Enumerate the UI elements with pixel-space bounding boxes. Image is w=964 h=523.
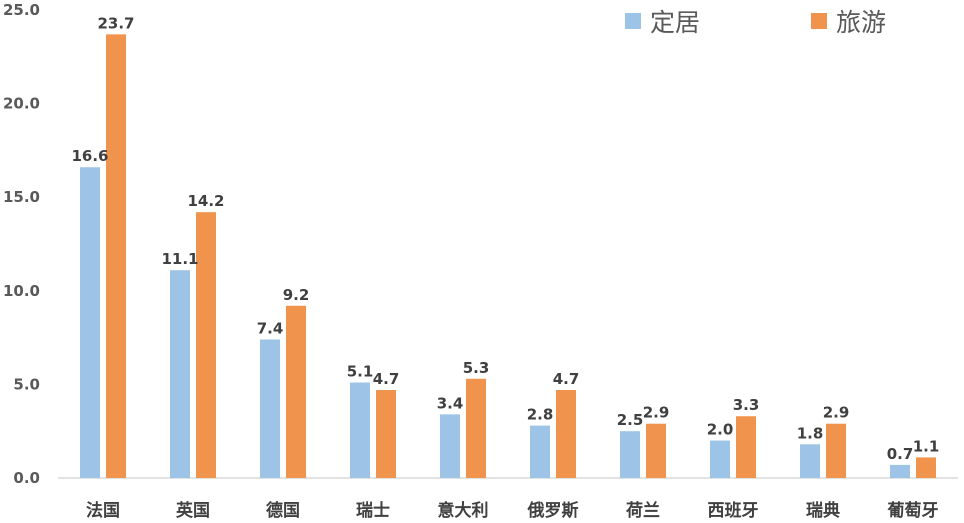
data-labels: 16.623.711.114.27.49.25.1 4.73.45.32.84.7…	[71, 14, 939, 463]
data-label: 2.8	[527, 406, 554, 424]
data-label: 3.4	[437, 394, 464, 412]
data-label: 14.2	[187, 192, 224, 210]
y-tick-label: 20.0	[3, 95, 40, 113]
x-tick-label: 瑞士	[356, 500, 390, 521]
data-label: 3.3	[733, 396, 760, 414]
x-axis-categories: 法国 英国 德国 瑞士 意大利 俄罗斯 荷兰 西班牙 瑞典 葡萄牙	[86, 500, 939, 521]
bar-settle	[800, 444, 820, 478]
data-label: 4.7	[373, 370, 400, 388]
bar-settle	[620, 431, 640, 478]
bar-travel	[556, 390, 576, 478]
legend-label-travel: 旅游	[836, 8, 886, 37]
data-label: 9.2	[283, 286, 310, 304]
bar-travel	[106, 34, 126, 478]
bar-travel	[196, 212, 216, 478]
bars	[80, 34, 936, 479]
data-label: 2.5	[617, 411, 644, 429]
data-label: 11.1	[161, 250, 198, 268]
bar-settle	[350, 382, 370, 478]
bar-settle	[80, 167, 100, 479]
data-label: 1.1	[913, 437, 940, 455]
x-tick-label: 意大利	[438, 500, 489, 521]
y-tick-label: 25.0	[3, 1, 40, 19]
bar-travel	[826, 423, 846, 478]
bar-settle	[890, 464, 910, 478]
bar-settle	[710, 440, 730, 478]
bar-travel	[916, 457, 936, 478]
bar-settle	[170, 270, 190, 478]
legend-label-settle: 定居	[650, 8, 700, 37]
y-tick-label: 15.0	[3, 188, 40, 206]
data-label: 2.0	[707, 421, 734, 439]
y-tick-label: 5.0	[13, 375, 40, 393]
legend-swatch-travel	[811, 13, 827, 29]
x-tick-label: 葡萄牙	[887, 500, 939, 521]
data-label: 2.9	[823, 404, 850, 422]
x-tick-label: 西班牙	[708, 501, 759, 521]
x-tick-label: 俄罗斯	[527, 500, 579, 521]
bar-settle	[260, 339, 280, 478]
y-tick-label: 10.0	[3, 282, 40, 300]
bar-travel	[376, 390, 396, 478]
data-label: 0.7	[887, 445, 914, 463]
bar-travel	[466, 378, 486, 478]
data-label: 5.3	[463, 359, 490, 377]
data-label: 23.7	[97, 14, 134, 32]
x-tick-label: 荷兰	[626, 500, 660, 521]
bar-travel	[286, 305, 306, 478]
x-tick-label: 英国	[176, 500, 210, 521]
y-tick-label: 0.0	[13, 469, 40, 487]
bar-travel	[646, 423, 666, 478]
x-tick-label: 德国	[266, 500, 300, 521]
data-label: 2.9	[643, 404, 670, 422]
data-label: 16.6	[71, 147, 108, 165]
bar-settle	[440, 414, 460, 478]
data-label: 1.8	[797, 424, 824, 442]
x-tick-label: 瑞典	[806, 500, 840, 521]
legend: 定居 旅游	[625, 8, 886, 37]
data-label: 4.7	[553, 370, 580, 388]
data-label: 7.4	[257, 319, 284, 337]
x-tick-label: 法国	[86, 500, 120, 521]
bar-travel	[736, 416, 756, 478]
legend-swatch-settle	[625, 13, 641, 29]
bar-settle	[530, 425, 550, 478]
data-label: 5.1	[347, 363, 374, 381]
y-axis: 0.0 5.0 10.0 15.0 20.0 25.0	[3, 1, 40, 487]
